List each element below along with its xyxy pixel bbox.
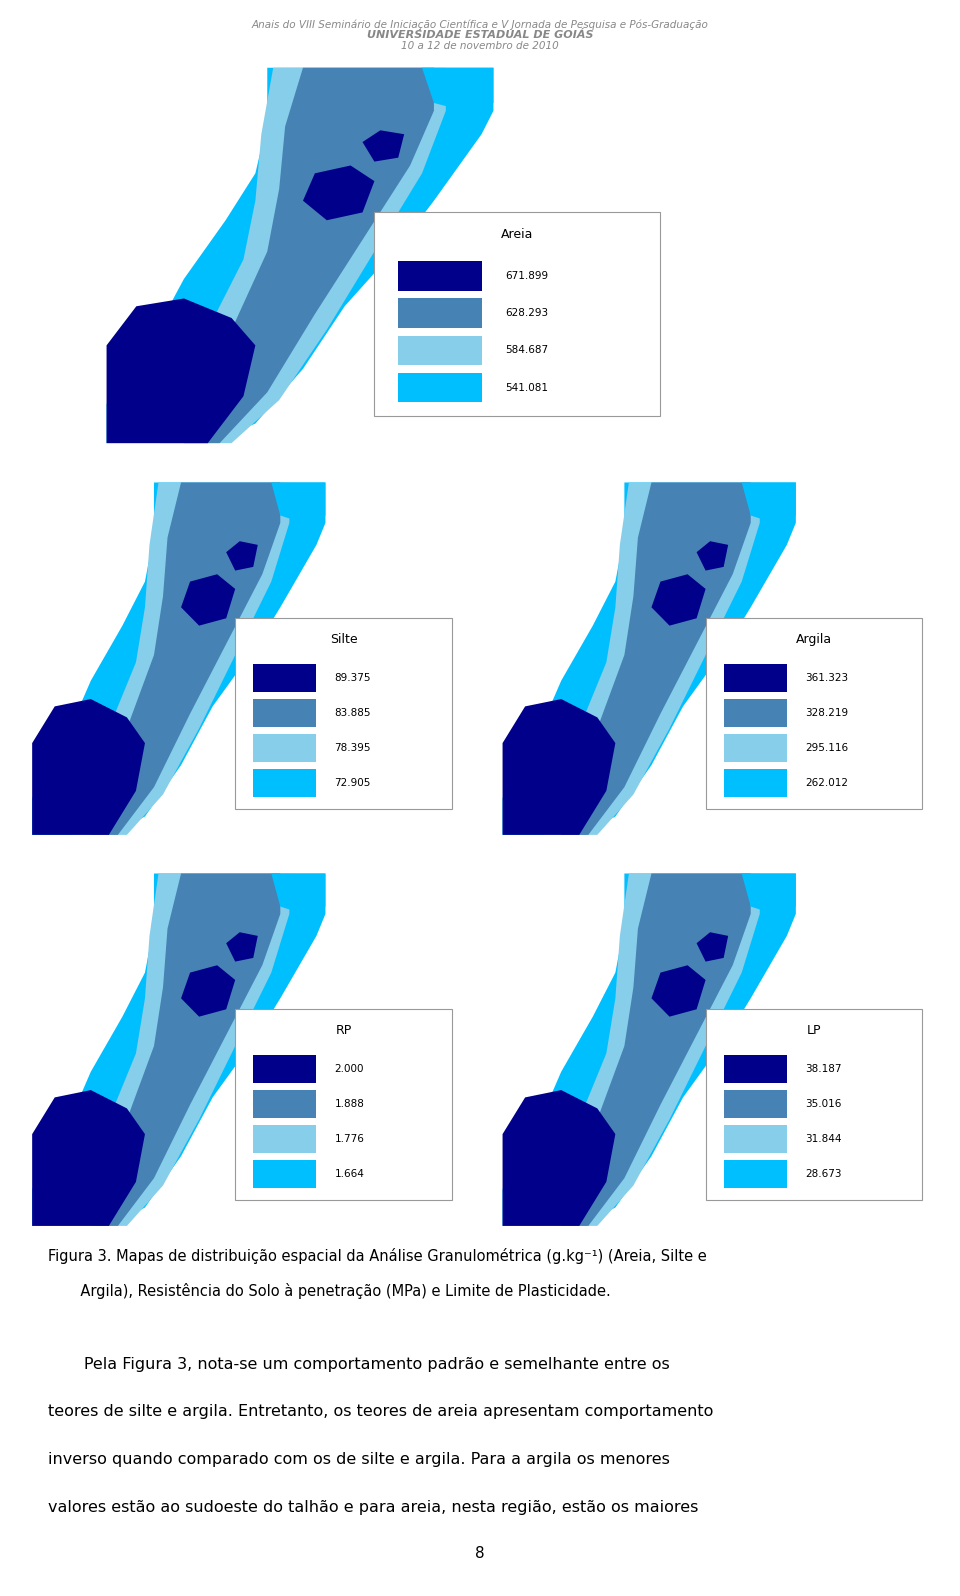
Polygon shape [32, 482, 325, 835]
Polygon shape [543, 873, 759, 1226]
Polygon shape [32, 699, 145, 835]
Text: inverso quando comparado com os de silte e argila. Para a argila os menores: inverso quando comparado com os de silte… [48, 1452, 670, 1467]
Bar [253, 699, 317, 726]
Text: 262.012: 262.012 [804, 777, 848, 788]
Text: teores de silte e argila. Entretanto, os teores de areia apresentam comportament: teores de silte e argila. Entretanto, os… [48, 1404, 713, 1419]
Text: 295.116: 295.116 [804, 742, 848, 753]
Text: 541.081: 541.081 [505, 383, 548, 393]
Text: Areia: Areia [501, 228, 534, 241]
Polygon shape [697, 932, 728, 961]
Bar [724, 1125, 787, 1152]
Polygon shape [303, 166, 374, 220]
Bar [253, 1125, 317, 1152]
Bar [724, 1090, 787, 1117]
Polygon shape [272, 873, 325, 915]
Bar [724, 1160, 787, 1187]
Polygon shape [107, 67, 493, 444]
Polygon shape [32, 873, 325, 1226]
Polygon shape [73, 873, 289, 1226]
Bar [706, 1009, 923, 1200]
Bar [374, 212, 660, 417]
Bar [253, 769, 317, 796]
Bar [724, 734, 787, 761]
Polygon shape [181, 575, 235, 626]
Polygon shape [181, 966, 235, 1017]
Polygon shape [272, 482, 325, 523]
Polygon shape [562, 482, 751, 835]
Text: RP: RP [335, 1025, 351, 1037]
Text: Anais do VIII Seminário de Iniciação Científica e V Jornada de Pesquisa e Pós-Gr: Anais do VIII Seminário de Iniciação Cie… [252, 19, 708, 30]
Polygon shape [503, 699, 615, 835]
Polygon shape [363, 131, 404, 161]
Bar [724, 699, 787, 726]
Text: 31.844: 31.844 [804, 1133, 841, 1144]
Text: 28.673: 28.673 [804, 1168, 841, 1179]
Text: 584.687: 584.687 [505, 345, 548, 356]
Text: Argila: Argila [796, 634, 832, 646]
Polygon shape [227, 541, 257, 571]
Text: 35.016: 35.016 [804, 1100, 841, 1109]
Polygon shape [503, 482, 796, 835]
Bar [724, 1055, 787, 1084]
Polygon shape [73, 482, 289, 835]
Text: 2.000: 2.000 [334, 1065, 364, 1074]
Text: Pela Figura 3, nota-se um comportamento padrão e semelhante entre os: Pela Figura 3, nota-se um comportamento … [48, 1357, 670, 1371]
Polygon shape [91, 482, 280, 835]
Text: LP: LP [806, 1025, 821, 1037]
Polygon shape [107, 298, 255, 444]
Text: Silte: Silte [329, 634, 357, 646]
Text: UNIVERSIDADE ESTADUAL DE GOIÁS: UNIVERSIDADE ESTADUAL DE GOIÁS [367, 30, 593, 40]
Text: 361.323: 361.323 [804, 674, 848, 683]
Bar [235, 1009, 452, 1200]
Text: 83.885: 83.885 [334, 709, 371, 718]
Polygon shape [697, 541, 728, 571]
Polygon shape [742, 873, 796, 915]
Polygon shape [742, 482, 796, 523]
Text: 89.375: 89.375 [334, 674, 371, 683]
Bar [253, 1055, 317, 1084]
Text: 38.187: 38.187 [804, 1065, 841, 1074]
Bar [253, 1160, 317, 1187]
Polygon shape [160, 67, 445, 444]
Text: Argila), Resistência do Solo à penetração (MPa) e Limite de Plasticidade.: Argila), Resistência do Solo à penetraçã… [48, 1283, 611, 1299]
Bar [235, 618, 452, 809]
Polygon shape [652, 966, 706, 1017]
Polygon shape [543, 482, 759, 835]
Text: 628.293: 628.293 [505, 308, 548, 318]
Text: 1.664: 1.664 [334, 1168, 365, 1179]
Polygon shape [562, 873, 751, 1226]
Text: 1.776: 1.776 [334, 1133, 365, 1144]
Polygon shape [32, 1090, 145, 1226]
Text: 1.888: 1.888 [334, 1100, 365, 1109]
Bar [253, 664, 317, 693]
Bar [398, 298, 482, 329]
Text: valores estão ao sudoeste do talhão e para areia, nesta região, estão os maiores: valores estão ao sudoeste do talhão e pa… [48, 1500, 698, 1515]
Bar [398, 262, 482, 290]
Bar [253, 734, 317, 761]
Bar [398, 335, 482, 365]
Text: 328.219: 328.219 [804, 709, 848, 718]
Polygon shape [422, 67, 493, 110]
Text: 72.905: 72.905 [334, 777, 371, 788]
Polygon shape [503, 873, 796, 1226]
Bar [706, 618, 923, 809]
Polygon shape [184, 67, 434, 444]
Text: 78.395: 78.395 [334, 742, 371, 753]
Text: 8: 8 [475, 1547, 485, 1561]
Polygon shape [227, 932, 257, 961]
Bar [253, 1090, 317, 1117]
Text: 671.899: 671.899 [505, 271, 548, 281]
Bar [724, 769, 787, 796]
Polygon shape [503, 1090, 615, 1226]
Polygon shape [652, 575, 706, 626]
Bar [724, 664, 787, 693]
Polygon shape [91, 873, 280, 1226]
Text: Figura 3. Mapas de distribuição espacial da Análise Granulométrica (g.kg⁻¹) (Are: Figura 3. Mapas de distribuição espacial… [48, 1248, 707, 1264]
Bar [398, 372, 482, 402]
Text: 10 a 12 de novembro de 2010: 10 a 12 de novembro de 2010 [401, 41, 559, 51]
